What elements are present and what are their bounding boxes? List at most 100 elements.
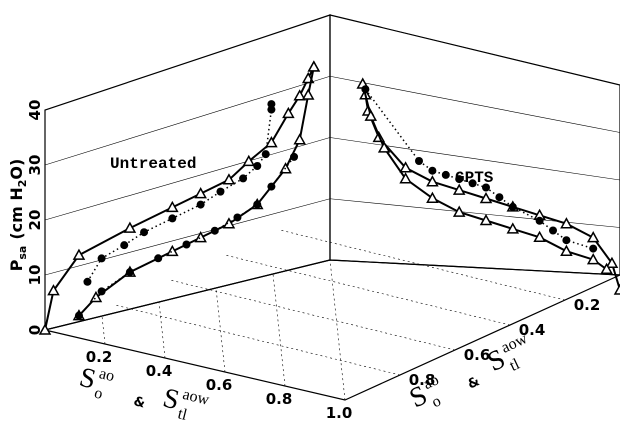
y-tick-label: 40 [26,100,44,121]
grid-line [44,137,331,221]
marker [194,187,207,199]
marker [589,244,598,253]
marker [586,231,600,243]
marker [452,205,466,217]
marker [533,230,546,243]
marker [154,254,163,263]
marker [562,236,571,245]
label-part: sa [16,246,29,260]
marker [216,187,225,196]
marker [194,231,207,243]
grid-line [44,14,331,111]
grid-line [169,279,456,351]
y-tick-label: 0 [26,325,44,335]
marker [560,244,573,256]
marker [265,136,278,148]
grid-line [329,259,346,401]
annotation: Untreated [110,155,196,173]
label-part: P [7,259,26,271]
marker [293,133,306,145]
series-line [86,104,273,283]
marker [166,244,179,257]
marker [38,323,52,335]
marker [267,105,276,114]
marker [168,214,177,223]
marker [364,109,378,121]
label-part: 2 [16,180,29,188]
label-part: ao [421,371,442,393]
series-line [78,66,315,317]
x-tick-label: 0.2 [574,296,601,314]
marker [267,100,276,109]
marker [233,213,242,222]
marker [549,226,557,235]
grid-line [215,287,226,373]
marker [428,166,437,175]
marker [426,175,439,187]
marker [83,277,92,286]
marker [97,254,106,263]
series-line [364,94,620,291]
marker [441,170,450,179]
series-line [78,156,295,317]
marker [613,283,620,295]
y-tick-label: 10 [26,265,44,286]
right-wall [329,14,620,276]
marker [89,290,103,303]
marker [399,161,412,173]
marker [253,200,262,209]
label-part: o [93,385,105,403]
label-part: ao [97,365,116,385]
grid-line [158,301,166,359]
grid-line [329,137,620,181]
series-line [361,83,608,271]
x-tick-label: 0.8 [266,390,293,408]
grid-line [101,315,106,345]
marker [452,183,466,195]
marker [399,172,412,184]
marker [222,217,236,229]
grid-line [279,229,566,301]
marker [301,88,315,100]
label-part: S [76,362,99,396]
grid-line [114,304,401,376]
marker [560,217,573,229]
grid-line [44,75,331,166]
marker [508,202,517,211]
grid-line [224,254,511,326]
marker [482,183,490,192]
marker [282,106,295,119]
label-part: (cm H [7,187,26,239]
marker [605,256,619,269]
marker [479,213,493,226]
marker [377,141,391,153]
marker [74,311,83,320]
marker [495,193,504,202]
marker [468,179,477,188]
marker [361,85,370,94]
marker [47,284,60,296]
marker [267,182,276,191]
marker [415,157,423,165]
label-part: tl [507,356,523,375]
marker [586,253,600,265]
grid-line [329,75,620,133]
y-tick-label: 20 [26,210,44,231]
marker [600,262,613,275]
label-part: & [132,394,147,411]
label-part: aow [181,386,211,409]
grid-line [329,14,620,86]
grid-line [329,198,620,228]
marker [222,173,236,185]
x-tick-label: 0.6 [206,376,233,394]
marker [239,174,248,183]
marker [166,200,179,213]
y-tick-label: 30 [26,155,44,176]
label-part: S [160,383,183,417]
marker [506,222,520,234]
x-tick-label: 0.4 [519,321,546,339]
marker [97,287,106,296]
